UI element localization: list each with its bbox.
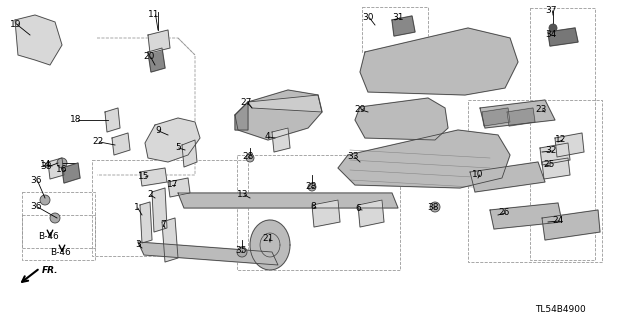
Polygon shape <box>548 28 578 46</box>
Bar <box>468 100 602 262</box>
Circle shape <box>246 154 254 162</box>
Polygon shape <box>148 30 170 53</box>
Bar <box>237 155 400 270</box>
Text: 12: 12 <box>555 135 566 144</box>
Polygon shape <box>355 98 448 140</box>
Polygon shape <box>338 130 510 188</box>
Polygon shape <box>140 168 167 186</box>
Text: 21: 21 <box>262 234 273 243</box>
Text: 36: 36 <box>30 202 42 211</box>
Circle shape <box>549 24 557 32</box>
Polygon shape <box>490 203 562 229</box>
Polygon shape <box>248 95 322 112</box>
Bar <box>362 7 428 52</box>
Bar <box>22 215 95 260</box>
Polygon shape <box>480 100 555 128</box>
Text: 37: 37 <box>545 6 557 15</box>
Polygon shape <box>112 133 130 155</box>
Text: 29: 29 <box>354 105 365 114</box>
Text: 38: 38 <box>427 203 438 212</box>
Polygon shape <box>235 90 322 140</box>
Polygon shape <box>507 108 535 126</box>
Polygon shape <box>470 162 545 192</box>
Text: 7: 7 <box>160 220 166 229</box>
Text: 33: 33 <box>347 152 358 161</box>
Bar <box>22 192 95 248</box>
Polygon shape <box>168 178 190 197</box>
Polygon shape <box>360 28 518 95</box>
Polygon shape <box>358 200 384 227</box>
Polygon shape <box>15 15 62 65</box>
Circle shape <box>50 213 60 223</box>
Text: 30: 30 <box>362 13 374 22</box>
Text: 4: 4 <box>265 132 271 141</box>
Text: 38: 38 <box>40 162 51 171</box>
Polygon shape <box>148 48 165 72</box>
Polygon shape <box>62 163 80 183</box>
Text: 34: 34 <box>545 30 556 39</box>
Polygon shape <box>152 188 167 232</box>
Polygon shape <box>162 218 178 262</box>
Text: 5: 5 <box>175 143 180 152</box>
Polygon shape <box>482 108 510 126</box>
Polygon shape <box>140 202 152 243</box>
Text: TL54B4900: TL54B4900 <box>535 305 586 314</box>
Polygon shape <box>138 242 278 265</box>
Polygon shape <box>392 16 415 36</box>
Text: 14: 14 <box>40 160 51 169</box>
Text: 15: 15 <box>138 172 150 181</box>
Polygon shape <box>542 158 570 179</box>
Text: 36: 36 <box>30 176 42 185</box>
Text: 6: 6 <box>355 204 361 213</box>
Text: 31: 31 <box>392 13 403 22</box>
Polygon shape <box>312 200 340 227</box>
Text: 2: 2 <box>147 190 152 199</box>
Circle shape <box>40 195 50 205</box>
Circle shape <box>237 247 247 257</box>
Text: 8: 8 <box>310 202 316 211</box>
Text: 20: 20 <box>143 52 154 61</box>
Circle shape <box>430 202 440 212</box>
Polygon shape <box>178 193 398 208</box>
Text: 9: 9 <box>155 126 161 135</box>
Text: 24: 24 <box>552 216 563 225</box>
Polygon shape <box>540 143 570 165</box>
Text: 3: 3 <box>135 240 141 249</box>
Text: 10: 10 <box>472 170 483 179</box>
Polygon shape <box>542 210 600 240</box>
Text: 28: 28 <box>242 152 253 161</box>
Text: 18: 18 <box>70 115 81 124</box>
Circle shape <box>57 158 67 168</box>
Polygon shape <box>272 128 290 152</box>
Polygon shape <box>145 118 200 162</box>
Text: 16: 16 <box>56 165 67 174</box>
Polygon shape <box>105 108 120 132</box>
Polygon shape <box>48 158 64 179</box>
Text: 32: 32 <box>545 146 556 155</box>
Polygon shape <box>235 102 248 130</box>
Text: 11: 11 <box>148 10 159 19</box>
Text: B-46: B-46 <box>50 248 71 257</box>
Text: 17: 17 <box>167 180 179 189</box>
Text: 23: 23 <box>535 105 547 114</box>
Polygon shape <box>182 140 197 167</box>
Text: 25: 25 <box>543 160 554 169</box>
Text: 28: 28 <box>305 182 316 191</box>
Text: 27: 27 <box>240 98 252 107</box>
Text: 35: 35 <box>235 246 246 255</box>
Circle shape <box>308 183 316 191</box>
Bar <box>530 8 595 260</box>
Text: 1: 1 <box>134 203 140 212</box>
Text: 13: 13 <box>237 190 248 199</box>
Text: FR.: FR. <box>42 266 58 275</box>
Polygon shape <box>250 220 290 270</box>
Bar <box>92 160 248 256</box>
Text: 19: 19 <box>10 20 22 29</box>
Text: 22: 22 <box>92 137 103 146</box>
Text: B-46: B-46 <box>38 232 59 241</box>
Polygon shape <box>555 133 584 157</box>
Text: 26: 26 <box>498 208 509 217</box>
